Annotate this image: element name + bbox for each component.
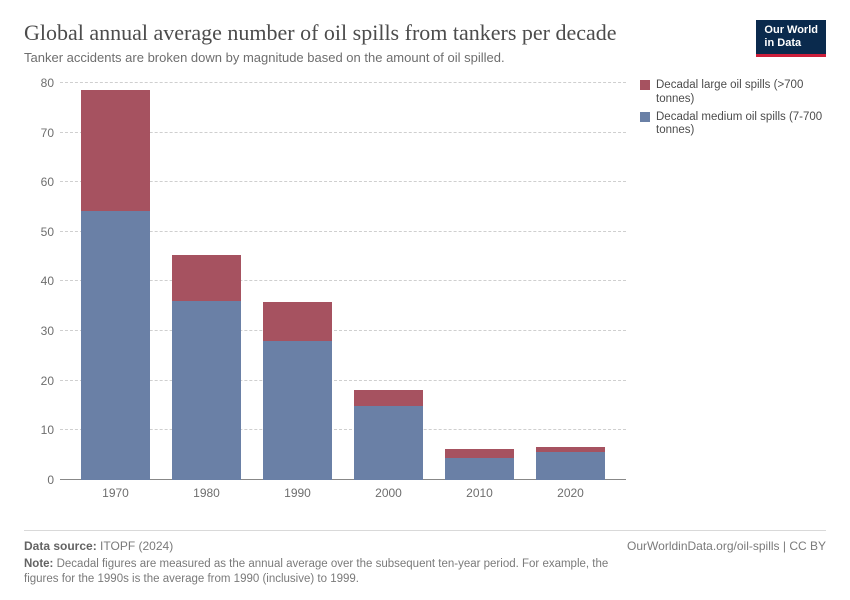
bar-segment-medium xyxy=(536,452,604,480)
bar-stack xyxy=(81,90,149,480)
bar-segment-large xyxy=(172,255,240,302)
bar-column: 2020 xyxy=(525,83,616,480)
logo-line2: in Data xyxy=(764,37,818,50)
legend-label: Decadal large oil spills (>700 tonnes) xyxy=(656,79,826,107)
legend-swatch xyxy=(640,80,650,90)
bar-column: 2010 xyxy=(434,83,525,480)
note-label: Note: xyxy=(24,558,53,570)
bar-column: 1980 xyxy=(161,83,252,480)
header: Our World in Data Global annual average … xyxy=(24,20,826,65)
data-source-label: Data source: xyxy=(24,539,97,553)
bar-segment-medium xyxy=(172,301,240,480)
owid-logo: Our World in Data xyxy=(756,20,826,57)
chart-subtitle: Tanker accidents are broken down by magn… xyxy=(24,50,826,65)
x-axis-label: 2000 xyxy=(375,480,402,500)
bars-row: 197019801990200020102020 xyxy=(60,83,626,480)
bar-segment-medium xyxy=(354,406,422,480)
bar-column: 2000 xyxy=(343,83,434,480)
bar-segment-medium xyxy=(445,458,513,480)
y-axis-label: 10 xyxy=(41,423,60,437)
bar-segment-large xyxy=(354,390,422,406)
y-axis-label: 80 xyxy=(41,76,60,90)
note-text: Decadal figures are measured as the annu… xyxy=(24,558,608,586)
y-axis-label: 20 xyxy=(41,374,60,388)
legend-label: Decadal medium oil spills (7-700 tonnes) xyxy=(656,111,826,139)
x-axis-label: 2010 xyxy=(466,480,493,500)
y-axis-label: 50 xyxy=(41,225,60,239)
bar-stack xyxy=(172,255,240,480)
y-axis-label: 30 xyxy=(41,324,60,338)
bar-segment-large xyxy=(81,90,149,211)
x-axis-label: 1970 xyxy=(102,480,129,500)
data-source: Data source: ITOPF (2024) xyxy=(24,539,173,553)
bar-stack xyxy=(263,302,331,480)
bar-stack xyxy=(536,447,604,480)
bar-stack xyxy=(354,390,422,480)
chart-container: Decadal large oil spills (>700 tonnes) De… xyxy=(24,79,826,502)
attribution: OurWorldinData.org/oil-spills | CC BY xyxy=(627,539,826,553)
bar-stack xyxy=(445,449,513,480)
data-source-value: ITOPF (2024) xyxy=(100,539,173,553)
x-axis-label: 2020 xyxy=(557,480,584,500)
legend-swatch xyxy=(640,112,650,122)
bar-column: 1990 xyxy=(252,83,343,480)
footer-note: Note: Decadal figures are measured as th… xyxy=(24,557,644,588)
y-axis-label: 70 xyxy=(41,126,60,140)
bar-segment-medium xyxy=(263,341,331,480)
y-axis-label: 40 xyxy=(41,274,60,288)
bar-segment-large xyxy=(263,302,331,340)
bar-segment-medium xyxy=(81,211,149,480)
bar-column: 1970 xyxy=(70,83,161,480)
logo-line1: Our World xyxy=(764,24,818,37)
legend-item: Decadal medium oil spills (7-700 tonnes) xyxy=(640,111,826,139)
x-axis-label: 1990 xyxy=(284,480,311,500)
chart-title: Global annual average number of oil spil… xyxy=(24,20,826,46)
plot-area: 0102030405060708019701980199020002010202… xyxy=(60,83,626,480)
legend-item: Decadal large oil spills (>700 tonnes) xyxy=(640,79,826,107)
footer: Data source: ITOPF (2024) OurWorldinData… xyxy=(24,530,826,588)
x-axis-label: 1980 xyxy=(193,480,220,500)
legend: Decadal large oil spills (>700 tonnes) De… xyxy=(640,79,826,142)
y-axis-label: 0 xyxy=(47,473,60,487)
bar-segment-large xyxy=(445,449,513,458)
y-axis-label: 60 xyxy=(41,175,60,189)
